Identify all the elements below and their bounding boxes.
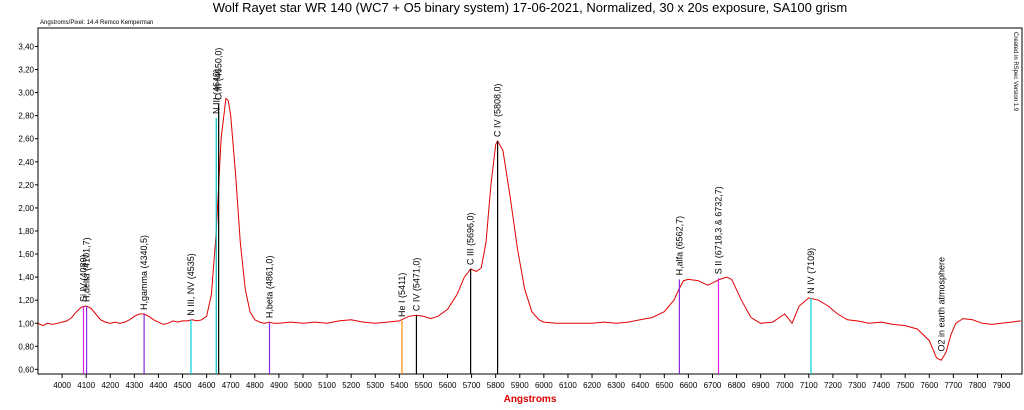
line-label: H,gamma (4340,5): [139, 235, 149, 310]
y-tick-label: 3,20: [18, 66, 34, 75]
corner-note: Angstroms/Pixel: 14.4 Remco Kemperman: [40, 20, 153, 26]
x-tick-label: 6200: [583, 381, 601, 390]
x-tick-label: 6700: [704, 381, 722, 390]
x-tick-label: 4900: [270, 381, 288, 390]
x-tick-label: 5900: [511, 381, 529, 390]
x-tick-label: 7800: [969, 381, 987, 390]
y-tick-label: 1,20: [18, 296, 34, 305]
x-tick-label: 6400: [631, 381, 649, 390]
x-tick-label: 7600: [920, 381, 938, 390]
line-label: He I (5411): [397, 273, 407, 317]
line-label: H,alfa (6562,7): [674, 216, 684, 276]
y-tick-label: 2,80: [18, 112, 34, 121]
line-label: H,delta (4101,7): [82, 237, 92, 302]
y-tick-label: 0,60: [18, 365, 34, 374]
x-tick-label: 5300: [366, 381, 384, 390]
line-label: H,beta (4861,0): [264, 256, 274, 319]
line-label: S II (6718,3 & 6732,7): [713, 186, 723, 274]
x-tick-label: 5000: [294, 381, 312, 390]
x-tick-label: 4400: [150, 381, 168, 390]
y-tick-label: 2,60: [18, 135, 34, 144]
x-tick-label: 6600: [679, 381, 697, 390]
side-note: Created in RSpec Version 1.9: [1012, 32, 1018, 112]
x-tick-label: 6500: [655, 381, 673, 390]
chart-title: Wolf Rayet star WR 140 (WC7 + O5 binary …: [213, 0, 848, 15]
x-axis-label: Angstroms: [504, 394, 557, 405]
line-label: C IV (5808,0): [493, 83, 503, 137]
x-tick-label: 6800: [728, 381, 746, 390]
x-tick-label: 7300: [848, 381, 866, 390]
x-tick-label: 7200: [824, 381, 842, 390]
y-tick-label: 2,20: [18, 181, 34, 190]
y-tick-label: 1,80: [18, 227, 34, 236]
x-tick-label: 4500: [174, 381, 192, 390]
x-tick-label: 7700: [944, 381, 962, 390]
plot-frame: [37, 27, 1023, 375]
x-tick-label: 7500: [896, 381, 914, 390]
x-tick-label: 4300: [125, 381, 143, 390]
x-tick-label: 6300: [607, 381, 625, 390]
x-tick-label: 5400: [390, 381, 408, 390]
x-tick-label: 5200: [342, 381, 360, 390]
x-tick-label: 7400: [872, 381, 890, 390]
x-tick-label: 5600: [439, 381, 457, 390]
x-tick-label: 4600: [198, 381, 216, 390]
line-label: N III, NV (4535): [186, 253, 196, 316]
x-tick-label: 6100: [559, 381, 577, 390]
line-label: O2 in earth atmosphere: [936, 257, 946, 352]
x-tick-label: 4700: [222, 381, 240, 390]
y-tick-label: 2,00: [18, 204, 34, 213]
x-tick-label: 7900: [993, 381, 1011, 390]
line-label: N IV (7109): [806, 248, 816, 294]
y-tick-label: 1,40: [18, 273, 34, 282]
x-tick-label: 4000: [53, 381, 71, 390]
y-tick-label: 3,40: [18, 42, 34, 51]
x-tick-label: 6900: [752, 381, 770, 390]
x-tick-label: 5500: [415, 381, 433, 390]
y-tick-label: 1,00: [18, 319, 34, 328]
y-tick-label: 2,40: [18, 158, 34, 167]
y-tick-label: 0,80: [18, 342, 34, 351]
x-tick-label: 6000: [535, 381, 553, 390]
x-tick-label: 5700: [463, 381, 481, 390]
line-label: C IV (5471,0): [411, 258, 421, 312]
x-tick-label: 4800: [246, 381, 264, 390]
line-label: C III (4650,0): [214, 48, 224, 101]
x-tick-label: 7000: [776, 381, 794, 390]
y-tick-label: 3,00: [18, 89, 34, 98]
x-tick-label: 4200: [101, 381, 119, 390]
spectrum-line: [37, 97, 1021, 361]
line-label: Si IV (4089): [79, 254, 89, 302]
x-tick-label: 4100: [77, 381, 95, 390]
x-tick-label: 5800: [487, 381, 505, 390]
x-tick-label: 5100: [318, 381, 336, 390]
line-label: N III (4640): [211, 69, 221, 114]
line-label: C III (5696,0): [466, 213, 476, 266]
x-tick-label: 7100: [800, 381, 818, 390]
y-tick-label: 1,60: [18, 250, 34, 259]
